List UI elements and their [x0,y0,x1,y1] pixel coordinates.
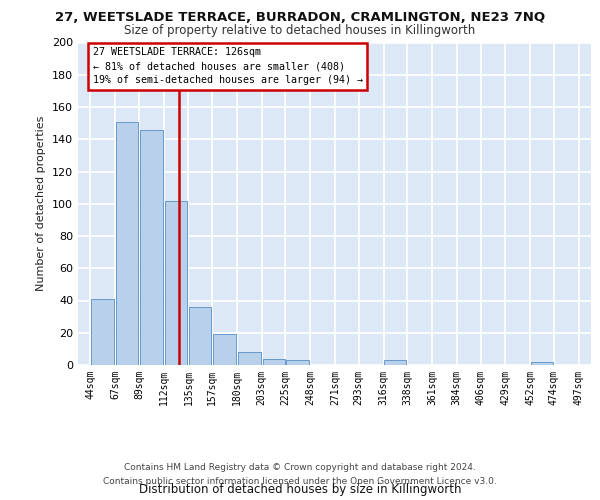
Text: Contains HM Land Registry data © Crown copyright and database right 2024.: Contains HM Land Registry data © Crown c… [124,464,476,472]
Bar [91,299,114,365]
Text: 27, WEETSLADE TERRACE, BURRADON, CRAMLINGTON, NE23 7NQ: 27, WEETSLADE TERRACE, BURRADON, CRAMLIN… [55,11,545,24]
Text: Distribution of detached houses by size in Killingworth: Distribution of detached houses by size … [139,483,461,496]
Bar [286,360,309,365]
Text: Size of property relative to detached houses in Killingworth: Size of property relative to detached ho… [124,24,476,37]
Y-axis label: Number of detached properties: Number of detached properties [37,116,46,292]
Bar [164,200,187,365]
Bar [116,122,138,365]
Text: 27 WEETSLADE TERRACE: 126sqm
← 81% of detached houses are smaller (408)
19% of s: 27 WEETSLADE TERRACE: 126sqm ← 81% of de… [92,48,362,86]
Bar [385,360,406,365]
Bar [213,334,236,365]
Bar [238,352,261,365]
Bar [263,358,284,365]
Bar [140,130,163,365]
Text: Contains public sector information licensed under the Open Government Licence v3: Contains public sector information licen… [103,477,497,486]
Bar [531,362,553,365]
Bar [190,307,211,365]
